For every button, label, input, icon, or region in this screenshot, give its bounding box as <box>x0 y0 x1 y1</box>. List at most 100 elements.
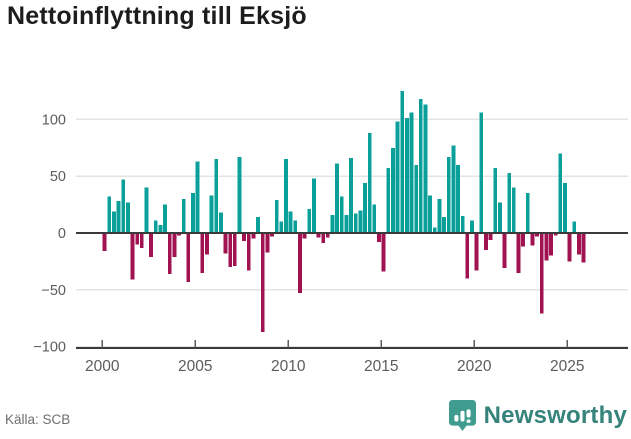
bar <box>400 90 405 233</box>
bar <box>214 159 219 233</box>
bar <box>205 233 209 255</box>
bar <box>191 193 195 233</box>
bar <box>242 233 247 241</box>
bar <box>409 112 414 233</box>
bar <box>195 161 200 233</box>
bar <box>577 233 581 255</box>
bar <box>572 221 577 233</box>
bar <box>521 233 526 247</box>
bar <box>470 220 474 233</box>
bar <box>107 196 112 233</box>
bar <box>507 172 512 233</box>
bar <box>302 233 307 239</box>
bar <box>284 159 288 233</box>
newsworthy-icon <box>448 399 476 432</box>
bar <box>270 233 274 237</box>
bar <box>158 225 163 233</box>
bar <box>474 233 479 271</box>
bar <box>265 233 270 253</box>
bar <box>102 233 107 252</box>
bar <box>121 179 126 233</box>
bar <box>432 227 437 233</box>
bar <box>465 233 470 279</box>
bar <box>186 233 191 282</box>
bar <box>418 98 423 234</box>
x-axis-tick-label: 2005 <box>178 358 212 375</box>
bar <box>209 195 214 233</box>
bar <box>395 121 400 233</box>
bar <box>404 118 409 233</box>
x-axis-tick-label: 2010 <box>271 358 306 375</box>
bar <box>539 233 544 314</box>
y-axis-tick-label: −50 <box>41 283 66 299</box>
bar <box>423 104 428 233</box>
bar <box>530 233 535 246</box>
bar <box>349 158 353 233</box>
bar <box>535 233 539 237</box>
bar <box>581 233 586 263</box>
bar <box>479 112 484 233</box>
bar <box>460 215 465 233</box>
bar <box>130 233 135 280</box>
bar <box>377 233 381 243</box>
bar <box>488 233 493 240</box>
bar <box>181 198 186 233</box>
chart-title: Nettoinflyttning till Eksjö <box>7 2 307 30</box>
bar <box>325 233 330 238</box>
bar <box>363 183 367 233</box>
bar <box>386 168 391 233</box>
bar <box>251 233 256 239</box>
bar <box>298 233 302 294</box>
bar <box>451 145 456 233</box>
bar <box>502 233 507 269</box>
bar <box>246 233 251 271</box>
bar <box>112 211 116 233</box>
bar <box>525 193 530 233</box>
bar <box>307 209 312 233</box>
x-axis-tick-label: 2015 <box>364 358 398 375</box>
bar <box>442 217 446 233</box>
bar <box>237 156 242 233</box>
bar <box>153 220 158 233</box>
bar <box>316 233 321 238</box>
bar <box>544 233 549 261</box>
bar <box>218 212 223 233</box>
bar <box>288 211 293 233</box>
bar <box>563 183 567 233</box>
bar <box>260 233 265 332</box>
bar <box>516 233 521 273</box>
bar <box>437 198 442 233</box>
bar <box>163 204 167 233</box>
bar <box>428 195 433 233</box>
newsworthy-logo[interactable]: Newsworthy <box>448 398 627 433</box>
bar <box>200 233 205 273</box>
bar <box>144 187 149 233</box>
bar <box>339 196 344 233</box>
bar <box>149 233 154 257</box>
bar <box>116 201 121 233</box>
bar <box>367 133 372 233</box>
y-axis-tick-label: −100 <box>33 340 66 356</box>
y-axis-tick-label: 0 <box>58 226 66 242</box>
x-axis-tick-label: 2025 <box>550 358 584 375</box>
bar <box>553 233 558 236</box>
bar <box>344 214 349 233</box>
bar <box>321 233 326 244</box>
bar <box>391 147 395 233</box>
bar <box>497 202 502 233</box>
bar <box>558 153 563 233</box>
bar <box>232 233 237 266</box>
bar <box>414 164 419 233</box>
bar <box>358 210 363 233</box>
bar <box>567 233 572 262</box>
bar <box>335 163 340 233</box>
bar <box>311 178 316 233</box>
bar <box>139 233 144 248</box>
bar <box>381 233 386 272</box>
bar <box>279 221 284 233</box>
source-label: Källa: SCB <box>5 412 71 427</box>
x-axis-tick-label: 2000 <box>85 358 120 375</box>
bar <box>172 233 177 257</box>
